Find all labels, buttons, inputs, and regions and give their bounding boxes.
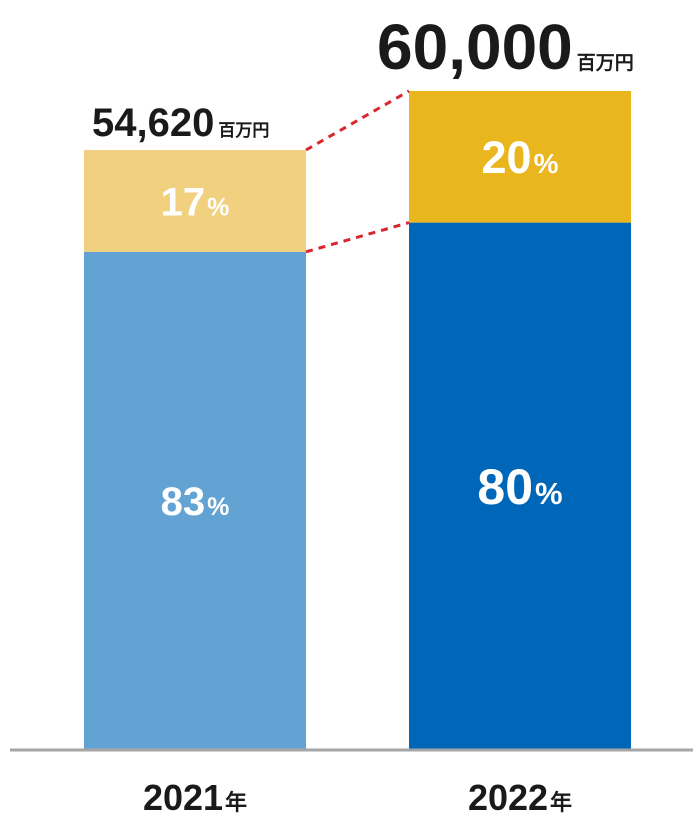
segment-label-2021年-0: 83% bbox=[161, 480, 230, 524]
connector-line-top bbox=[305, 89, 410, 152]
bar-segment-2021年-1 bbox=[84, 150, 306, 252]
bar-segment-2022年-1 bbox=[409, 91, 631, 223]
segment-label-2021年-1: 17% bbox=[161, 180, 230, 224]
category-label-2022年: 2022年 bbox=[468, 777, 572, 816]
bar-segment-2022年-0 bbox=[409, 222, 631, 750]
total-label-2022年: 60,000 百万円 bbox=[377, 11, 634, 83]
category-label-2021年: 2021年 bbox=[143, 777, 247, 816]
segment-label-2022年-0: 80% bbox=[477, 459, 562, 515]
total-label-2021年: 54,620 百万円 bbox=[92, 101, 269, 145]
segment-label-2022年-1: 20% bbox=[482, 132, 559, 183]
bar-segment-2021年-0 bbox=[84, 251, 306, 749]
connector-line-mid bbox=[305, 221, 410, 254]
